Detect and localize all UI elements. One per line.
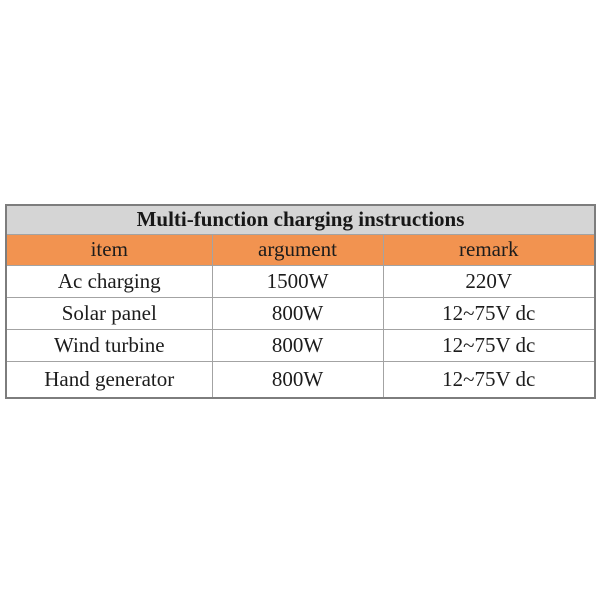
cell-argument: 1500W bbox=[211, 264, 384, 298]
table-row-hand-generator: Hand generator 800W 12~75V dc bbox=[5, 360, 596, 399]
cell-remark: 12~75V dc bbox=[382, 360, 596, 399]
cell-item: Solar panel bbox=[5, 296, 213, 330]
table-title-row: Multi-function charging instructions bbox=[5, 204, 596, 235]
cell-item: Hand generator bbox=[5, 360, 213, 399]
charging-instructions-table: Multi-function charging instructions ite… bbox=[5, 204, 596, 399]
table-row-solar-panel: Solar panel 800W 12~75V dc bbox=[5, 296, 596, 330]
column-header-remark: remark bbox=[382, 233, 596, 266]
cell-remark: 12~75V dc bbox=[382, 328, 596, 362]
cell-item: Wind turbine bbox=[5, 328, 213, 362]
cell-item: Ac charging bbox=[5, 264, 213, 298]
table-row-wind-turbine: Wind turbine 800W 12~75V dc bbox=[5, 328, 596, 362]
table-header-row: item argument remark bbox=[5, 233, 596, 266]
cell-argument: 800W bbox=[211, 360, 384, 399]
cell-argument: 800W bbox=[211, 328, 384, 362]
column-header-argument: argument bbox=[211, 233, 384, 266]
table-title: Multi-function charging instructions bbox=[5, 204, 596, 235]
cell-remark: 220V bbox=[382, 264, 596, 298]
table-row-ac-charging: Ac charging 1500W 220V bbox=[5, 264, 596, 298]
cell-argument: 800W bbox=[211, 296, 384, 330]
cell-remark: 12~75V dc bbox=[382, 296, 596, 330]
column-header-item: item bbox=[5, 233, 213, 266]
